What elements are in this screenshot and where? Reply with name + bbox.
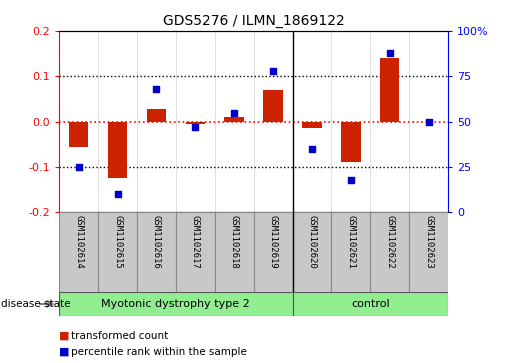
Point	[230, 110, 238, 115]
Text: GSM1102618: GSM1102618	[230, 215, 238, 269]
Bar	[215, 212, 253, 292]
Bar	[302, 122, 322, 129]
Bar	[253, 212, 293, 292]
Text: percentile rank within the sample: percentile rank within the sample	[71, 347, 247, 357]
Text: ■: ■	[59, 347, 70, 357]
Bar	[293, 212, 332, 292]
Bar	[225, 117, 244, 122]
Text: GSM1102617: GSM1102617	[191, 215, 200, 269]
Bar	[147, 109, 166, 122]
Text: GSM1102622: GSM1102622	[385, 215, 394, 269]
Bar	[409, 212, 448, 292]
Bar	[370, 212, 409, 292]
Point	[75, 164, 83, 170]
Text: GSM1102621: GSM1102621	[347, 215, 355, 269]
Point	[152, 86, 161, 92]
Bar	[293, 292, 448, 316]
Bar	[380, 58, 400, 122]
Bar	[108, 122, 127, 178]
Bar	[98, 212, 137, 292]
Text: GSM1102623: GSM1102623	[424, 215, 433, 269]
Point	[113, 191, 122, 197]
Point	[308, 146, 316, 152]
Text: GSM1102616: GSM1102616	[152, 215, 161, 269]
Point	[386, 50, 394, 56]
Bar	[332, 212, 370, 292]
Text: GSM1102620: GSM1102620	[307, 215, 316, 269]
Bar	[137, 212, 176, 292]
Text: disease state: disease state	[1, 299, 71, 309]
Point	[191, 124, 199, 130]
Text: GSM1102615: GSM1102615	[113, 215, 122, 269]
Point	[347, 177, 355, 183]
Text: transformed count: transformed count	[71, 331, 168, 341]
Text: control: control	[351, 299, 389, 309]
Bar	[59, 212, 98, 292]
Point	[424, 119, 433, 125]
Bar	[263, 90, 283, 122]
Text: ■: ■	[59, 331, 70, 341]
Text: GSM1102619: GSM1102619	[269, 215, 278, 269]
Bar	[185, 122, 205, 124]
Bar	[176, 212, 215, 292]
Title: GDS5276 / ILMN_1869122: GDS5276 / ILMN_1869122	[163, 15, 345, 28]
Bar	[59, 292, 293, 316]
Text: GSM1102614: GSM1102614	[74, 215, 83, 269]
Point	[269, 68, 277, 74]
Bar	[69, 122, 89, 147]
Bar	[341, 122, 360, 163]
Text: Myotonic dystrophy type 2: Myotonic dystrophy type 2	[101, 299, 250, 309]
